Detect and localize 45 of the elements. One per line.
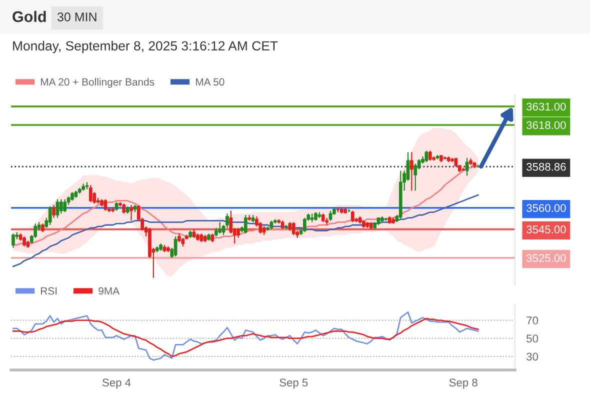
candlestick (244, 214, 248, 234)
candlestick (410, 152, 414, 192)
line-series (12, 318, 479, 358)
candlestick (465, 157, 469, 176)
line-series (12, 311, 479, 361)
candlestick (48, 206, 52, 226)
candlestick (174, 236, 178, 257)
legend-label: RSI (41, 287, 57, 295)
chart-title: Gold (12, 10, 46, 22)
legend-label: 9MA (98, 287, 120, 295)
y-tick-label: 3525.00 (526, 254, 566, 262)
legend-label: MA 50 (196, 78, 224, 86)
candlestick (236, 227, 240, 238)
candlestick (424, 150, 428, 163)
candlestick (218, 222, 222, 234)
y-tick-label: 70 (526, 316, 538, 324)
y-tick-label: 3631.00 (526, 102, 566, 111)
text: 30 MIN (57, 12, 96, 22)
y-tick-label: 3545.00 (526, 226, 566, 234)
legend-label: MA 20 + Bollinger Bands (41, 78, 154, 88)
candlestick (63, 198, 67, 213)
candlestick (60, 198, 63, 214)
candlestick (350, 210, 354, 223)
candlestick (89, 184, 92, 203)
candlestick (292, 222, 296, 236)
y-tick-label: 3588.86 (526, 162, 566, 171)
x-tick-label: Sep 5 (280, 378, 308, 389)
candlestick (328, 210, 332, 222)
candlestick (122, 203, 126, 214)
candlestick (130, 204, 133, 222)
candlestick (12, 233, 15, 248)
chart-subtitle: Monday, September 8, 2025 3:16:12 AM CET (13, 40, 278, 54)
y-tick-label: 3618.00 (526, 121, 566, 130)
candlestick (303, 217, 306, 233)
candlestick (22, 236, 26, 247)
candlestick (428, 150, 432, 162)
y-tick-label: 30 (526, 352, 538, 361)
candlestick (52, 204, 56, 218)
x-tick-label: Sep 8 (449, 378, 478, 389)
candlestick (56, 198, 60, 218)
y-tick-label: 3560.00 (526, 204, 566, 212)
line-series (12, 194, 479, 268)
candlestick (414, 163, 418, 192)
y-tick-label: 50 (526, 334, 538, 342)
x-tick-label: Sep 4 (102, 378, 131, 389)
